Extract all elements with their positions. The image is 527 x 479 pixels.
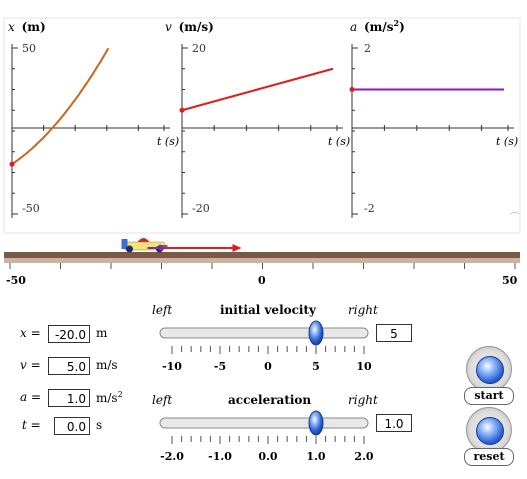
acceleration-max-label: 2 [364, 42, 371, 55]
slider-tick-label: 5 [312, 360, 320, 373]
velocity-slider-group: left initial velocity right -10 -5 0 5 10 [152, 303, 378, 373]
accel-slider-knob[interactable] [308, 410, 324, 436]
velocity-right-label: right [348, 303, 378, 317]
slider-tick-label: -5 [214, 360, 226, 373]
position-max-label: 50 [22, 42, 36, 55]
accel-slider-title: acceleration [228, 393, 311, 407]
velocity-left-label: left [152, 303, 172, 317]
accel-left-label: left [152, 393, 172, 407]
velocity-max-label: 20 [192, 42, 206, 55]
position-graph-title: x (m) [8, 20, 46, 34]
slider-tick-label: -1.0 [208, 450, 232, 463]
acceleration-start-dot [349, 87, 355, 92]
velocity-curve [181, 67, 334, 112]
slider-tick-label: -2.0 [160, 450, 184, 463]
a-readout-label: a = [20, 390, 42, 404]
track-min-label: -50 [6, 274, 26, 287]
acceleration-graph-title: a (m/s2) [350, 18, 405, 34]
reset-button-label[interactable]: reset [464, 448, 514, 466]
graphs-frame [3, 17, 521, 234]
acceleration-min-label: -2 [364, 202, 375, 215]
t-readout-label: t = [22, 418, 41, 432]
velocity-slider-title: initial velocity [220, 303, 317, 317]
position-curve [11, 47, 110, 166]
track: -50 0 50 [4, 238, 520, 287]
v-readout-label: v = [20, 358, 41, 372]
slider-tick-label: 1.0 [306, 450, 325, 463]
accel-right-label: right [348, 393, 378, 407]
track-max-label: 50 [502, 274, 518, 287]
accel-slider-track[interactable] [159, 417, 369, 429]
velocity-slider-track[interactable] [159, 327, 369, 339]
slider-tick-label: 2.0 [354, 450, 373, 463]
position-t-label: t (s) [157, 135, 179, 148]
track-road [4, 252, 520, 258]
position-graph: x (m) 50 -50 t (s) [8, 20, 179, 218]
slider-tick-label: 10 [356, 360, 372, 373]
x-readout-label: x = [20, 326, 41, 340]
a-readout-value: 1.0 [48, 389, 90, 407]
velocity-min-label: -20 [192, 202, 210, 215]
velocity-graph: v (m/s) 20 -20 t (s) [165, 20, 350, 218]
position-min-label: -50 [22, 202, 40, 215]
v-readout-value: 5.0 [48, 357, 90, 375]
velocity-slider-knob[interactable] [308, 320, 324, 346]
velocity-t-label: t (s) [328, 135, 350, 148]
reset-button[interactable] [466, 407, 512, 453]
start-button-label[interactable]: start [464, 387, 514, 405]
velocity-value-box[interactable]: 5 [376, 324, 412, 342]
reset-knob-icon [476, 417, 504, 445]
t-readout-value: 0.0 [54, 417, 90, 435]
v-readout-unit: m/s [96, 358, 118, 372]
start-knob-icon [476, 356, 504, 384]
acceleration-graph: a (m/s2) 2 -2 t (s) [349, 18, 518, 218]
accel-value-box[interactable]: 1.0 [376, 414, 412, 432]
velocity-arrowhead [232, 244, 242, 252]
velocity-graph-title: v (m/s) [165, 20, 214, 34]
a-readout-unit: m/s2 [96, 390, 123, 405]
acceleration-t-label: t (s) [496, 135, 518, 148]
x-readout-unit: m [96, 326, 108, 340]
slider-tick-label: -10 [162, 360, 182, 373]
x-readout-value: -20.0 [48, 325, 90, 343]
position-start-dot [9, 161, 15, 167]
slider-tick-label: 0 [264, 360, 272, 373]
velocity-start-dot [179, 107, 185, 113]
track-zero-label: 0 [258, 274, 266, 287]
slider-tick-label: 0.0 [258, 450, 277, 463]
t-readout-unit: s [96, 418, 103, 432]
start-button[interactable] [466, 346, 512, 392]
acceleration-slider-group: left acceleration right -2.0 -1.0 0.0 1.0 2.… [152, 393, 378, 463]
